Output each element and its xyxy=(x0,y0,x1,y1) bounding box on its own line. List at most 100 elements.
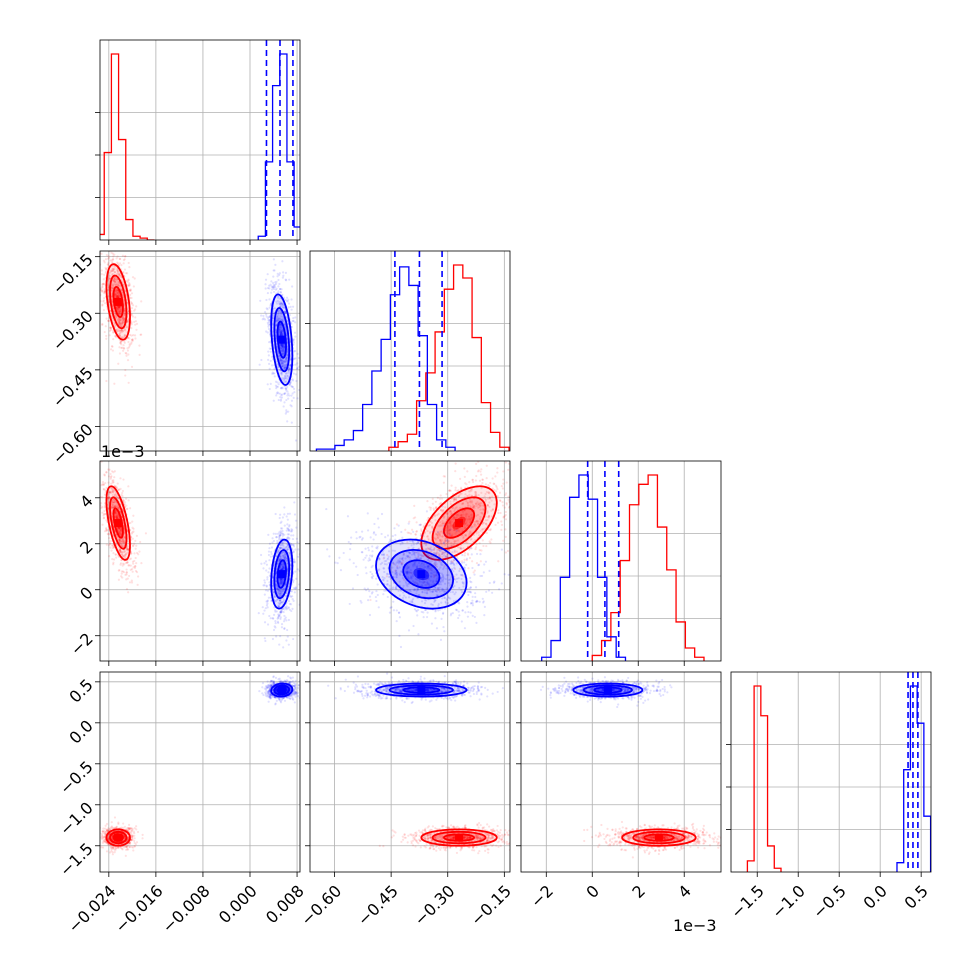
sample-point xyxy=(122,262,125,265)
sample-point xyxy=(279,387,283,390)
sample-point xyxy=(130,334,133,337)
sample-point xyxy=(448,529,451,533)
sample-point xyxy=(117,262,120,265)
sample-point xyxy=(415,557,418,560)
sample-point xyxy=(469,501,472,504)
sample-point xyxy=(414,533,417,536)
sample-point xyxy=(279,580,282,583)
sample-point xyxy=(278,310,281,313)
sample-point xyxy=(399,570,402,573)
sample-point xyxy=(283,364,286,367)
sample-point xyxy=(120,540,123,543)
sample-point xyxy=(262,314,265,318)
sample-point xyxy=(103,290,107,293)
sample-point xyxy=(120,570,123,573)
sample-point xyxy=(122,563,126,566)
sample-point xyxy=(394,569,397,572)
sample-point xyxy=(128,283,131,286)
sample-point xyxy=(119,308,122,311)
sample-point xyxy=(298,583,300,586)
sample-point xyxy=(286,533,289,536)
sample-point xyxy=(135,534,138,537)
sample-point xyxy=(119,275,122,278)
sample-point xyxy=(274,263,277,266)
sample-point xyxy=(262,567,265,570)
sample-point xyxy=(108,542,112,545)
sample-point xyxy=(126,359,130,362)
sample-point xyxy=(283,360,286,364)
histogram-red-p1 xyxy=(388,264,510,451)
sample-point xyxy=(284,387,287,390)
sample-point xyxy=(111,258,114,261)
sample-point xyxy=(116,291,119,295)
sample-point xyxy=(116,497,119,500)
density-peak-blue xyxy=(277,570,286,579)
sample-point xyxy=(478,503,481,507)
sample-point xyxy=(113,476,116,479)
sample-point xyxy=(123,341,126,344)
sample-point xyxy=(469,518,472,522)
sample-point xyxy=(414,516,417,519)
sample-point xyxy=(441,522,444,525)
sample-point xyxy=(265,313,268,316)
sample-point xyxy=(479,529,482,532)
sample-point xyxy=(136,583,139,586)
sample-point xyxy=(130,327,133,330)
sample-point xyxy=(282,600,285,603)
sample-point xyxy=(476,522,480,525)
sample-point xyxy=(127,485,130,488)
sample-point xyxy=(427,556,430,560)
sample-point xyxy=(282,544,285,548)
sample-point xyxy=(288,608,291,611)
sample-point xyxy=(107,506,110,509)
sample-point xyxy=(285,296,289,299)
sample-point xyxy=(491,495,494,498)
sample-point xyxy=(274,281,277,284)
sample-point xyxy=(263,318,267,321)
sample-point xyxy=(109,245,111,247)
sample-point xyxy=(422,526,425,529)
sample-point xyxy=(461,573,464,577)
sample-point xyxy=(501,504,505,507)
sample-point xyxy=(487,516,491,519)
sample-point xyxy=(285,594,288,598)
sample-point xyxy=(282,347,286,350)
sample-point xyxy=(103,330,106,334)
sample-point xyxy=(285,545,288,548)
sample-point xyxy=(371,572,374,576)
sample-point xyxy=(119,532,123,536)
sample-point xyxy=(113,253,116,256)
sample-point xyxy=(424,565,427,569)
sample-point xyxy=(288,363,291,366)
sample-point xyxy=(107,254,110,258)
sample-point xyxy=(484,500,487,503)
sample-point xyxy=(286,319,289,323)
sample-point xyxy=(465,557,469,560)
sample-point xyxy=(278,287,282,291)
sample-point xyxy=(421,555,425,558)
sample-point xyxy=(473,573,476,576)
sample-point xyxy=(121,254,125,257)
sample-point xyxy=(274,610,277,613)
sample-point xyxy=(366,512,369,515)
sample-point xyxy=(276,363,279,366)
sample-point xyxy=(110,488,114,491)
sample-point xyxy=(263,637,266,640)
sample-point xyxy=(400,562,404,565)
sample-point xyxy=(281,271,285,274)
sample-point xyxy=(271,372,274,375)
sample-point xyxy=(118,531,121,535)
sample-point xyxy=(429,568,432,572)
sample-point xyxy=(445,555,448,558)
sample-point xyxy=(419,564,422,567)
sample-point xyxy=(449,502,452,506)
sample-point xyxy=(123,340,126,343)
sample-point xyxy=(469,586,472,589)
sample-point xyxy=(125,326,128,329)
sample-point xyxy=(103,273,106,276)
sample-point xyxy=(122,541,126,544)
sample-point xyxy=(118,529,122,532)
sample-point xyxy=(445,555,448,559)
sample-point xyxy=(269,596,272,599)
sample-point xyxy=(119,539,122,542)
